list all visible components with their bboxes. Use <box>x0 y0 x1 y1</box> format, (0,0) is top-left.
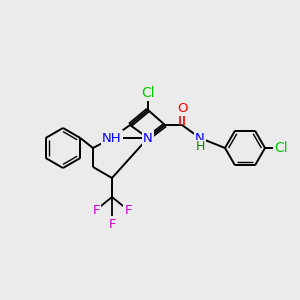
Text: Cl: Cl <box>274 141 288 155</box>
Text: F: F <box>108 218 116 230</box>
Text: O: O <box>177 101 187 115</box>
Text: F: F <box>92 203 100 217</box>
Text: N: N <box>195 131 205 145</box>
Text: F: F <box>124 203 132 217</box>
Text: N: N <box>143 131 153 145</box>
Text: NH: NH <box>102 131 122 145</box>
Text: H: H <box>195 140 205 154</box>
Text: Cl: Cl <box>141 86 155 100</box>
